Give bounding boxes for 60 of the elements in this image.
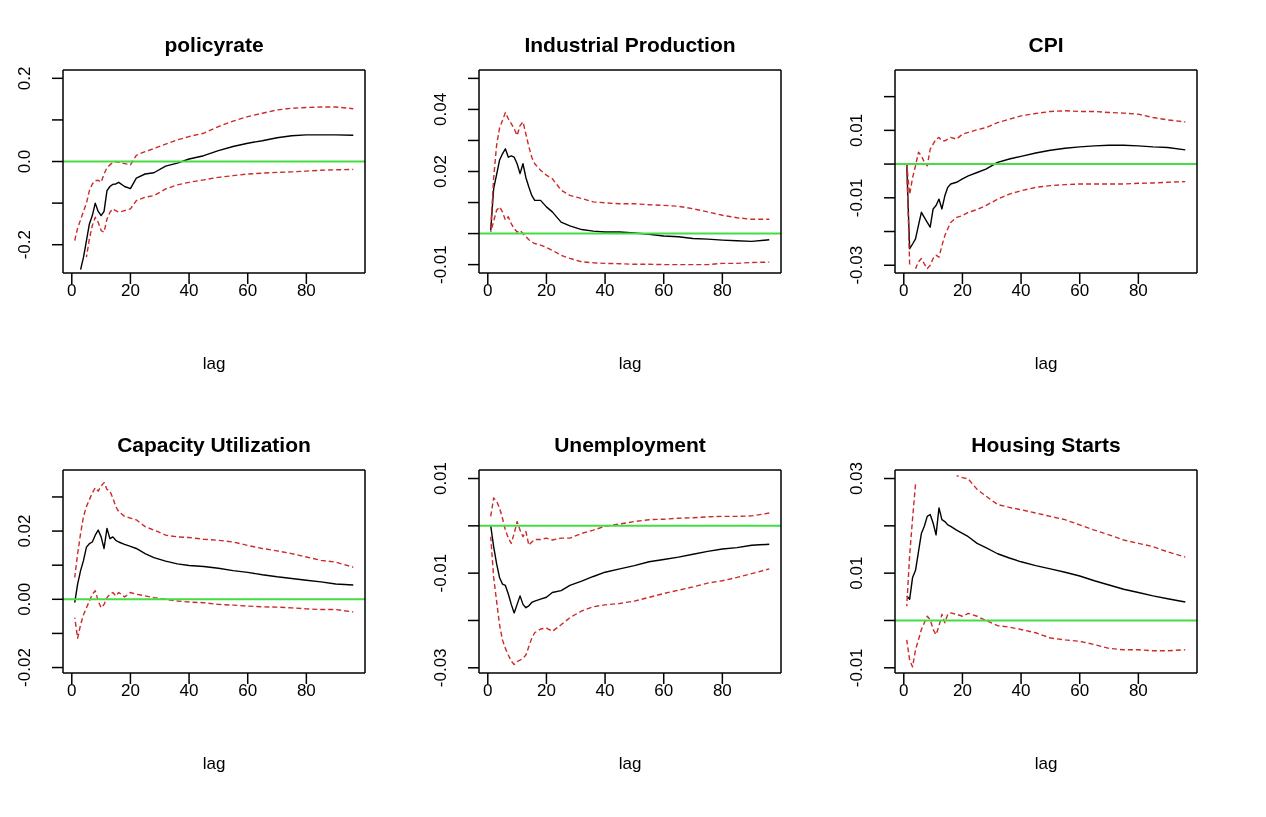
x-tick-label: 20	[536, 281, 556, 301]
x-tick-label: 80	[712, 281, 732, 301]
x-tick-label: 0	[483, 681, 493, 701]
y-tick-label: 0.01	[847, 556, 866, 590]
x-tick-label: 20	[120, 681, 140, 701]
x-tick-label: 80	[1128, 681, 1148, 701]
chart-title: Capacity Utilization	[116, 432, 312, 458]
x-tick-label: 20	[952, 281, 972, 301]
y-tick-label: 0.04	[431, 92, 450, 126]
x-tick-label: 60	[654, 281, 674, 301]
x-tick-label: 40	[1011, 681, 1031, 701]
x-tick-label: 40	[595, 281, 615, 301]
x-tick-label: 40	[1011, 281, 1031, 301]
chart-title: CPI	[1027, 32, 1065, 58]
x-axis-title: lag	[1033, 753, 1059, 775]
x-axis-title: lag	[201, 753, 227, 775]
chart-title: policyrate	[163, 32, 265, 58]
y-tick-label: 0.01	[431, 461, 450, 496]
x-tick-label: 0	[483, 281, 493, 301]
x-tick-label: 80	[1128, 281, 1148, 301]
x-tick-label: 60	[1070, 281, 1090, 301]
x-tick-label: 60	[654, 681, 674, 701]
chart-title: Industrial Production	[523, 32, 737, 58]
y-tick-label: -0.03	[431, 648, 450, 688]
chart-title: Housing Starts	[970, 432, 1122, 458]
y-tick-label: -0.01	[431, 245, 450, 284]
y-tick-label: -0.02	[15, 648, 34, 687]
x-tick-label: 80	[296, 281, 316, 301]
x-axis-title: lag	[201, 353, 227, 375]
x-tick-label: 40	[595, 681, 615, 701]
x-tick-label: 80	[712, 681, 732, 701]
x-tick-label: 0	[899, 681, 909, 701]
y-tick-label: 0.02	[431, 154, 450, 189]
x-tick-label: 20	[120, 281, 140, 301]
y-tick-label: 0.00	[15, 582, 34, 616]
x-tick-label: 0	[67, 681, 77, 701]
x-tick-label: 40	[179, 681, 199, 701]
y-tick-label: 0.0	[15, 149, 34, 174]
chart-title: Unemployment	[553, 432, 707, 458]
x-tick-label: 0	[67, 281, 77, 301]
y-tick-label: -0.03	[847, 245, 866, 285]
y-tick-label: 0.2	[15, 66, 34, 91]
x-tick-label: 80	[296, 681, 316, 701]
x-tick-label: 20	[952, 681, 972, 701]
x-tick-label: 0	[899, 281, 909, 301]
x-tick-label: 60	[238, 681, 258, 701]
y-tick-label: 0.01	[847, 113, 866, 147]
y-tick-label: -0.2	[15, 230, 34, 260]
y-tick-label: 0.02	[15, 514, 34, 548]
y-tick-label: 0.03	[847, 461, 866, 496]
x-tick-label: 20	[536, 681, 556, 701]
y-tick-label: -0.01	[847, 178, 866, 218]
x-tick-label: 60	[1070, 681, 1090, 701]
x-tick-label: 40	[179, 281, 199, 301]
y-tick-label: -0.01	[847, 648, 866, 688]
x-tick-label: 60	[238, 281, 258, 301]
x-axis-title: lag	[617, 753, 643, 775]
x-axis-title: lag	[617, 353, 643, 375]
x-axis-title: lag	[1033, 353, 1059, 375]
y-tick-label: -0.01	[431, 553, 450, 593]
